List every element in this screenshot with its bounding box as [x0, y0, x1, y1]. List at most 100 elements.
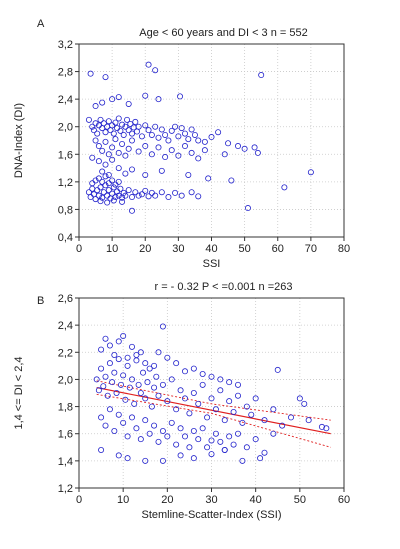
data-point	[115, 149, 122, 156]
data-point	[89, 123, 96, 130]
data-point	[102, 373, 109, 380]
data-point	[158, 126, 165, 133]
data-point	[106, 342, 113, 349]
y-tick-label: 0,8	[58, 204, 73, 216]
data-point	[122, 123, 129, 130]
data-point	[243, 444, 250, 451]
data-point	[135, 192, 142, 199]
data-point	[190, 455, 197, 462]
data-point	[177, 93, 184, 100]
data-point	[307, 169, 314, 176]
data-point	[178, 192, 185, 199]
data-point	[97, 116, 104, 123]
data-point	[204, 414, 211, 421]
data-point	[199, 370, 206, 377]
data-point	[188, 126, 195, 133]
data-point	[185, 136, 192, 143]
data-point	[95, 175, 102, 182]
data-point	[177, 387, 184, 394]
data-point	[122, 192, 129, 199]
data-point	[128, 137, 135, 144]
data-point	[287, 414, 294, 421]
data-point	[133, 357, 140, 364]
data-point	[204, 444, 211, 451]
data-point	[109, 190, 116, 197]
data-point	[124, 354, 131, 361]
data-point	[258, 72, 265, 79]
data-point	[125, 100, 132, 107]
data-point	[98, 446, 105, 453]
data-point	[195, 137, 202, 144]
y-tick-label: 2,6	[58, 293, 73, 305]
data-point	[261, 417, 268, 424]
data-point	[142, 171, 149, 178]
data-point	[181, 433, 188, 440]
data-point	[178, 125, 185, 132]
data-point	[155, 96, 162, 103]
data-point	[226, 398, 233, 405]
data-point	[124, 362, 131, 369]
data-point	[152, 123, 159, 130]
data-point	[168, 147, 175, 154]
data-point	[102, 182, 109, 189]
data-point	[105, 171, 112, 178]
data-point	[173, 360, 180, 367]
data-point	[146, 430, 153, 437]
data-point	[159, 427, 166, 434]
data-point	[98, 365, 105, 372]
data-point	[105, 118, 112, 125]
data-point	[122, 152, 129, 159]
data-point	[110, 130, 117, 137]
data-point	[132, 189, 139, 196]
data-point	[100, 189, 107, 196]
data-point	[145, 193, 152, 200]
data-point	[97, 198, 104, 205]
data-point	[195, 400, 202, 407]
data-point	[142, 457, 149, 464]
data-point	[168, 419, 175, 426]
data-point	[135, 148, 142, 155]
data-point	[102, 161, 109, 168]
x-tick-label: 20	[161, 494, 173, 506]
data-point	[142, 360, 149, 367]
data-point	[181, 143, 188, 150]
data-point	[212, 430, 219, 437]
data-point	[159, 381, 166, 388]
data-point	[128, 207, 135, 214]
data-point	[257, 455, 264, 462]
data-point	[142, 143, 149, 150]
data-point	[111, 369, 118, 376]
data-point	[126, 384, 133, 391]
data-point	[115, 94, 122, 101]
data-point	[93, 376, 100, 383]
data-point	[120, 332, 127, 339]
data-point	[135, 381, 142, 388]
data-point	[215, 129, 222, 136]
data-point	[234, 381, 241, 388]
data-point	[131, 400, 138, 407]
data-point	[153, 373, 160, 380]
data-point	[111, 427, 118, 434]
data-point	[208, 437, 215, 444]
data-point	[119, 140, 126, 147]
data-point	[190, 427, 197, 434]
data-point	[195, 193, 202, 200]
data-point	[142, 92, 149, 99]
data-point	[208, 373, 215, 380]
data-point	[181, 368, 188, 375]
data-point	[106, 406, 113, 413]
y-tick-label: 1,2	[58, 483, 73, 495]
data-point	[137, 349, 144, 356]
data-point	[221, 417, 228, 424]
data-point	[111, 351, 118, 358]
data-point	[244, 205, 251, 212]
x-tick-label: 10	[106, 243, 118, 255]
data-point	[305, 417, 312, 424]
data-point	[144, 379, 151, 386]
data-point	[87, 70, 94, 77]
data-point	[221, 151, 228, 158]
data-point	[185, 171, 192, 178]
data-point	[89, 154, 96, 161]
data-point	[172, 189, 179, 196]
